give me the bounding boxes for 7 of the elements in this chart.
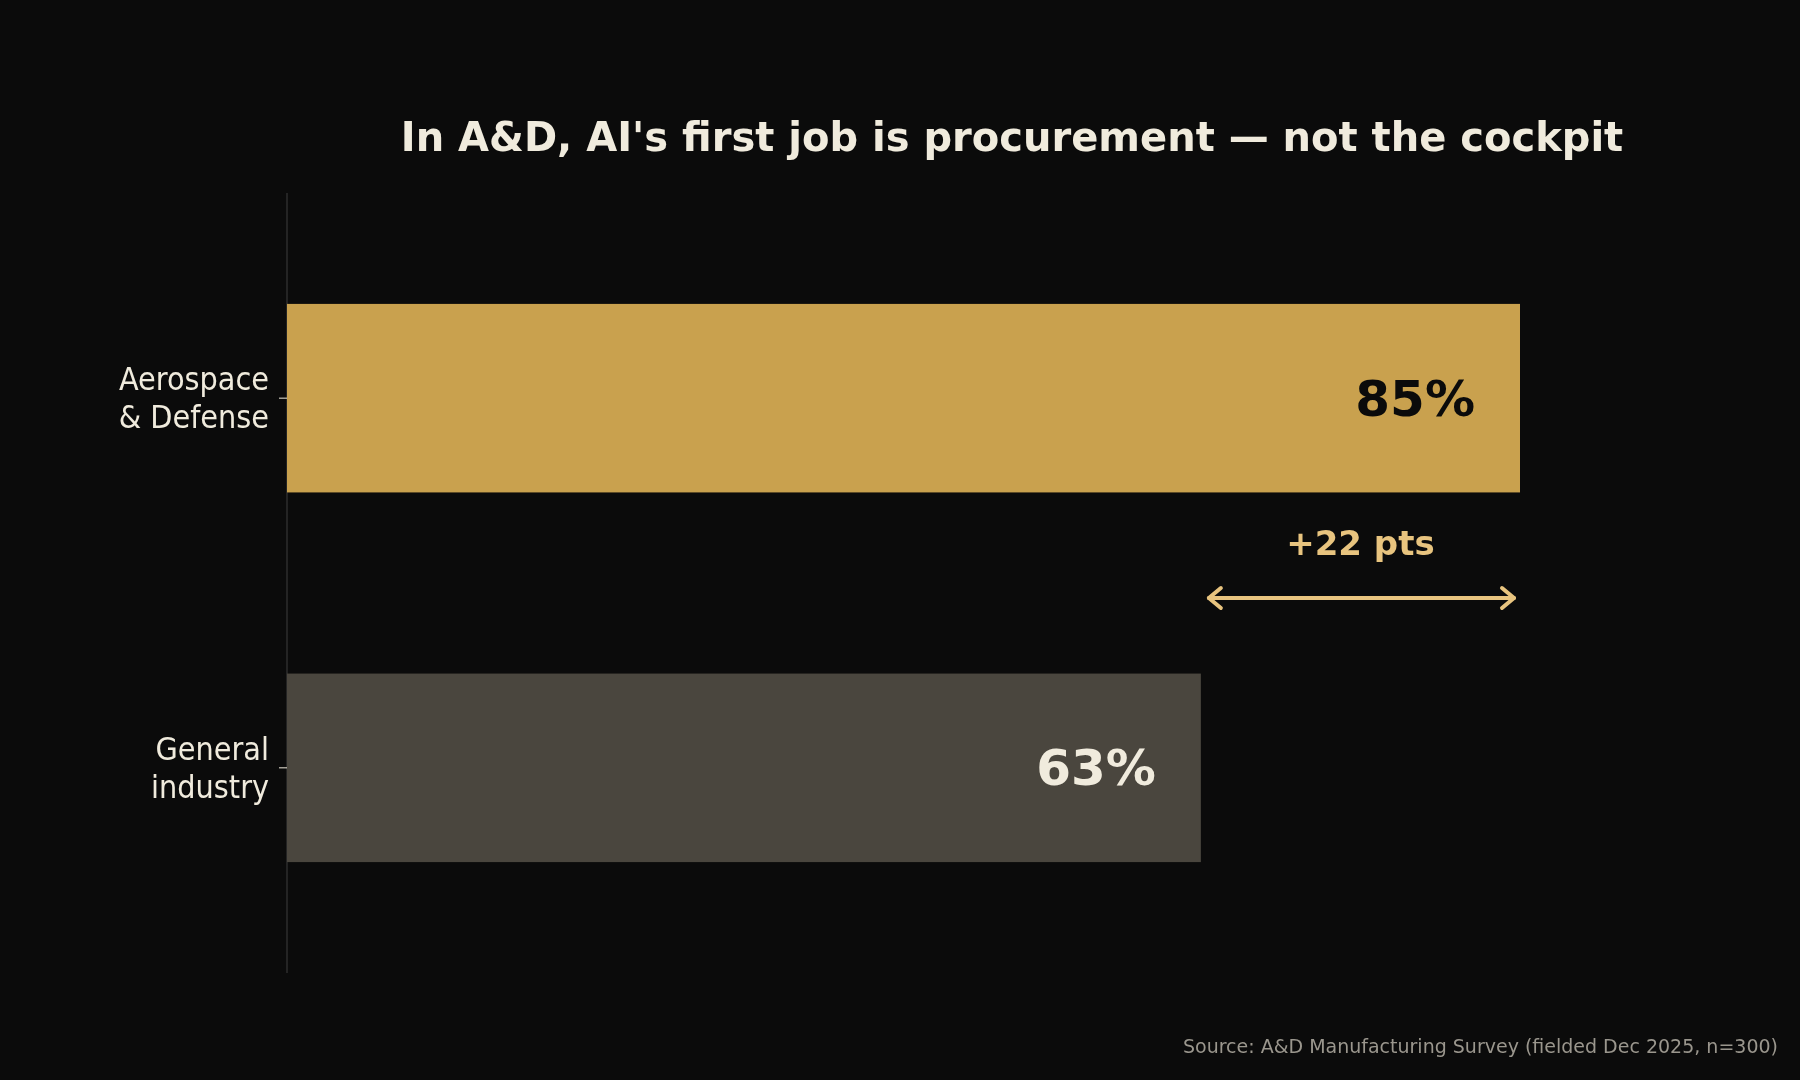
y-tick-label: Aerospace & Defense: [118, 360, 269, 437]
y-tick-label: General industry: [151, 730, 269, 807]
source-note: Source: A&D Manufacturing Survey (fielded Dec 2025, n=300): [1182, 1034, 1778, 1057]
data-label: 85%: [1355, 369, 1475, 428]
chart-title: In A&D, AI's first job is procurement — not the cockpit: [400, 114, 1624, 160]
annotation: +22 pts: [1286, 522, 1435, 563]
data-label: 63%: [1036, 739, 1156, 798]
